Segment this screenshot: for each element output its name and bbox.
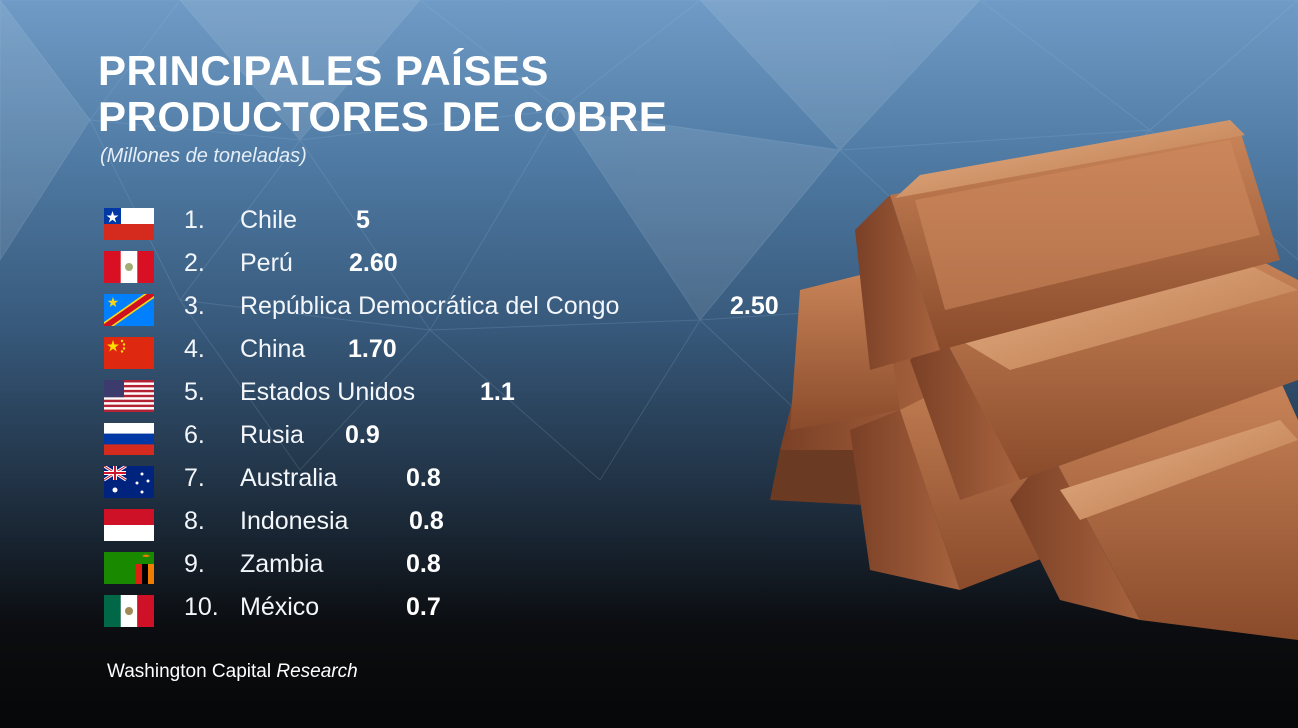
page-title: PRINCIPALES PAÍSES PRODUCTORES DE COBRE bbox=[98, 48, 798, 140]
production-value: 5 bbox=[356, 206, 370, 234]
rank-label: 3. bbox=[184, 292, 205, 320]
country-name: Rusia bbox=[240, 421, 304, 449]
rank-label: 8. bbox=[184, 507, 205, 535]
country-name: Perú bbox=[240, 249, 293, 277]
copper-ingots-icon bbox=[770, 120, 1298, 640]
country-name: Zambia bbox=[240, 550, 324, 578]
production-value: 1.70 bbox=[348, 335, 397, 363]
country-name: México bbox=[240, 593, 320, 621]
country-name: Estados Unidos bbox=[240, 378, 416, 406]
indonesia-flag-icon bbox=[104, 509, 154, 541]
list-item: 6. Rusia 0.9 bbox=[104, 417, 824, 457]
rank-label: 7. bbox=[184, 464, 205, 492]
title-line-1: PRINCIPALES PAÍSES bbox=[98, 47, 549, 94]
russia-flag-icon bbox=[104, 423, 154, 455]
production-value: 0.7 bbox=[406, 593, 441, 621]
list-item: 10. México 0.7 bbox=[104, 589, 824, 629]
chile-flag-icon bbox=[104, 208, 154, 240]
rank-label: 6. bbox=[184, 421, 205, 449]
country-name: República Democrática del Congo bbox=[240, 292, 620, 320]
mexico-flag-icon bbox=[104, 595, 154, 627]
source-credit: Washington Capital Research bbox=[107, 661, 358, 683]
dr-congo-flag-icon bbox=[104, 294, 154, 326]
production-value: 0.8 bbox=[406, 550, 441, 578]
production-value: 0.9 bbox=[345, 421, 380, 449]
rank-label: 4. bbox=[184, 335, 205, 363]
australia-flag-icon bbox=[104, 466, 154, 498]
rank-label: 2. bbox=[184, 249, 205, 277]
country-name: China bbox=[240, 335, 306, 363]
china-flag-icon bbox=[104, 337, 154, 369]
page-subtitle: (Millones de toneladas) bbox=[100, 145, 307, 167]
source-main: Washington Capital bbox=[107, 661, 272, 682]
list-item: 1. Chile 5 bbox=[104, 202, 824, 242]
country-name: Australia bbox=[240, 464, 338, 492]
rank-label: 10. bbox=[184, 593, 219, 621]
usa-flag-icon bbox=[104, 380, 154, 412]
rank-label: 5. bbox=[184, 378, 205, 406]
list-item: 9. Zambia 0.8 bbox=[104, 546, 824, 586]
rank-label: 1. bbox=[184, 206, 205, 234]
production-value: 0.8 bbox=[406, 464, 441, 492]
zambia-flag-icon bbox=[104, 552, 154, 584]
production-value: 1.1 bbox=[480, 378, 515, 406]
list-item: 5. Estados Unidos 1.1 bbox=[104, 374, 824, 414]
list-item: 7. Australia 0.8 bbox=[104, 460, 824, 500]
list-item: 3. República Democrática del Congo 2.50 bbox=[104, 288, 824, 328]
production-value: 0.8 bbox=[409, 507, 444, 535]
list-item: 4. China 1.70 bbox=[104, 331, 824, 371]
rank-label: 9. bbox=[184, 550, 205, 578]
peru-flag-icon bbox=[104, 251, 154, 283]
country-name: Indonesia bbox=[240, 507, 349, 535]
list-item: 2. Perú 2.60 bbox=[104, 245, 824, 285]
source-italic: Research bbox=[276, 661, 358, 682]
list-item: 8. Indonesia 0.8 bbox=[104, 503, 824, 543]
production-value: 2.50 bbox=[730, 292, 779, 320]
title-line-2: PRODUCTORES DE COBRE bbox=[98, 93, 668, 140]
production-value: 2.60 bbox=[349, 249, 398, 277]
country-name: Chile bbox=[240, 206, 297, 234]
